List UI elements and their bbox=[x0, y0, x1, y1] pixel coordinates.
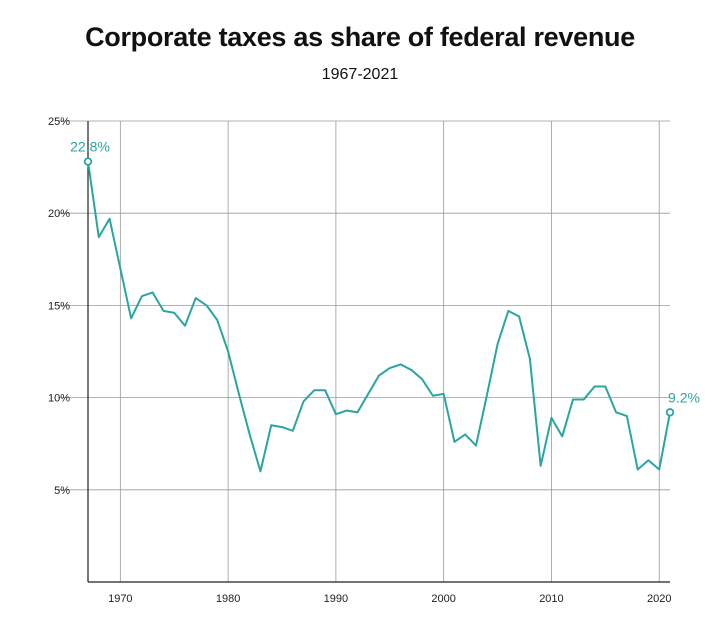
series-line bbox=[87, 161, 671, 473]
endpoint-marker bbox=[665, 408, 675, 417]
y-tick-label: 10% bbox=[48, 393, 70, 405]
x-tick-label: 2000 bbox=[431, 593, 455, 605]
x-tick-label: 2020 bbox=[647, 593, 671, 605]
chart-title: Corporate taxes as share of federal reve… bbox=[85, 22, 635, 52]
x-tick-label: 1980 bbox=[216, 593, 240, 605]
grid bbox=[58, 120, 670, 582]
chart-subtitle: 1967-2021 bbox=[321, 66, 399, 83]
axes: 5% 10% 15% 20% 25% 1970 1980 1990 2000 2010 2020 bbox=[48, 116, 671, 605]
y-tick-label: 15% bbox=[48, 300, 70, 312]
y-tick-label: 20% bbox=[48, 208, 70, 220]
x-tick-label: 1990 bbox=[324, 593, 348, 605]
data-label: 9.2% bbox=[668, 389, 700, 405]
series-layer bbox=[83, 157, 675, 473]
y-tick-label: 5% bbox=[54, 485, 70, 497]
x-tick-label: 2010 bbox=[539, 593, 563, 605]
endpoint-marker bbox=[83, 157, 93, 166]
y-tick-label: 25% bbox=[48, 116, 70, 128]
x-tick-label: 1970 bbox=[108, 593, 132, 605]
data-label: 22.8% bbox=[70, 139, 110, 155]
labels: 22.8% 9.2% bbox=[70, 139, 700, 406]
